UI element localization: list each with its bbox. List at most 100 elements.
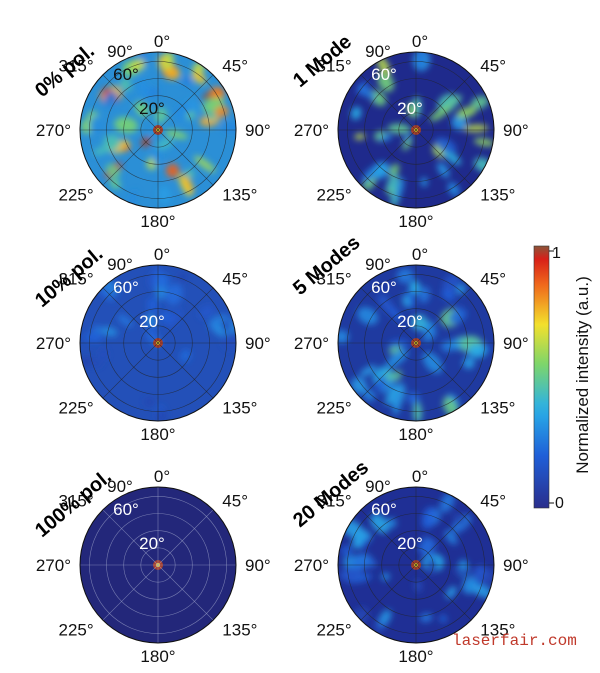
radial-label-90deg: 90°	[107, 42, 133, 61]
speckle	[395, 177, 405, 201]
speckle	[165, 283, 183, 306]
speckle	[396, 268, 414, 284]
angle-label-135deg: 135°	[480, 398, 515, 417]
polar-plot-4: 0°45°90°135°180°225°270°315°20°60°90°5 M…	[289, 232, 529, 444]
polar-plot-1: 0°45°90°135°180°225°270°315°20°60°90°0% …	[31, 32, 271, 231]
grid-spoke	[415, 287, 472, 344]
grid-spoke	[360, 564, 417, 621]
angle-label-315deg: 315°	[59, 492, 94, 511]
grid-spoke	[102, 74, 159, 131]
angle-label-45deg: 45°	[222, 57, 248, 76]
radial-label-20deg: 20°	[139, 534, 165, 553]
speckle	[117, 314, 133, 327]
speckle	[156, 409, 167, 421]
speckle	[387, 174, 400, 192]
speckle	[429, 105, 451, 122]
speckle	[83, 332, 103, 343]
grid-spoke	[157, 287, 214, 344]
grid-spoke	[157, 509, 214, 566]
speckle	[451, 114, 467, 131]
speckle	[445, 586, 457, 599]
angle-label-180deg: 180°	[398, 425, 433, 444]
speckle	[426, 558, 438, 575]
speckle	[100, 326, 118, 337]
speckle	[437, 162, 450, 178]
speckle	[98, 348, 109, 360]
angle-label-225deg: 225°	[317, 620, 352, 639]
speckle	[456, 106, 477, 119]
angle-label-135deg: 135°	[480, 185, 515, 204]
watermark: laserfair.com	[452, 632, 577, 650]
speckle	[134, 101, 149, 117]
angle-label-225deg: 225°	[59, 398, 94, 417]
speckle	[354, 133, 366, 140]
angle-label-45deg: 45°	[480, 492, 506, 511]
speckle	[198, 305, 215, 320]
radial-label-90deg: 90°	[365, 255, 391, 274]
radial-label-20deg: 20°	[397, 534, 423, 553]
colorbar-min-label: 0	[555, 495, 564, 512]
radial-label-20deg: 20°	[397, 312, 423, 331]
speckle	[167, 309, 182, 328]
speckle	[407, 392, 420, 405]
speckle	[130, 59, 146, 72]
speckle	[154, 272, 170, 288]
speckle	[377, 72, 394, 92]
polar-outline	[337, 486, 495, 644]
speckle	[387, 123, 411, 134]
colorbar-max-label: 1	[552, 245, 561, 262]
speckle	[441, 289, 456, 302]
speckle	[385, 384, 397, 406]
radial-label-60deg: 60°	[113, 278, 139, 297]
speckle	[421, 507, 436, 530]
angle-label-180deg: 180°	[140, 647, 175, 666]
speckle	[154, 107, 168, 124]
angle-label-180deg: 180°	[140, 212, 175, 231]
grid-spoke	[157, 74, 214, 131]
angle-label-270deg: 270°	[36, 334, 71, 353]
speckle	[178, 272, 188, 283]
speckle	[377, 56, 391, 76]
radial-label-60deg: 60°	[371, 278, 397, 297]
speckle	[194, 155, 216, 173]
speckle	[442, 273, 461, 295]
grid-spoke	[102, 287, 159, 344]
angle-label-225deg: 225°	[317, 398, 352, 417]
grid-spoke	[157, 564, 214, 621]
speckle	[182, 75, 193, 86]
speckle	[412, 401, 422, 421]
angle-label-45deg: 45°	[480, 270, 506, 289]
speckle	[474, 138, 494, 147]
speckle	[191, 71, 206, 84]
angle-label-90deg: 90°	[245, 121, 271, 140]
grid-spoke	[415, 129, 472, 186]
angle-label-0deg: 0°	[412, 245, 428, 264]
speckle	[411, 314, 428, 331]
grid-spoke	[415, 342, 472, 399]
speckle	[419, 613, 433, 623]
grid-spoke	[102, 509, 159, 566]
radial-label-20deg: 20°	[397, 99, 423, 118]
grid-spoke	[102, 342, 159, 399]
angle-label-135deg: 135°	[222, 398, 257, 417]
speckle	[417, 543, 434, 557]
radial-label-60deg: 60°	[113, 65, 139, 84]
speckle	[390, 307, 402, 322]
speckle	[468, 343, 487, 359]
speckle	[357, 307, 379, 325]
speckle	[185, 168, 195, 179]
speckle	[439, 492, 455, 513]
speckle	[453, 512, 465, 525]
angle-label-315deg: 315°	[59, 57, 94, 76]
angle-label-0deg: 0°	[412, 32, 428, 51]
speckle	[384, 371, 395, 382]
speckle	[370, 513, 390, 534]
speckle	[379, 134, 393, 141]
speckle	[422, 352, 443, 374]
panel-title: 5 Modes	[289, 232, 364, 300]
polar-plot-5: 0°45°90°135°180°225°270°315°20°60°90°100…	[31, 466, 271, 666]
radial-label-60deg: 60°	[371, 65, 397, 84]
angle-label-135deg: 135°	[480, 620, 515, 639]
angle-label-180deg: 180°	[398, 647, 433, 666]
